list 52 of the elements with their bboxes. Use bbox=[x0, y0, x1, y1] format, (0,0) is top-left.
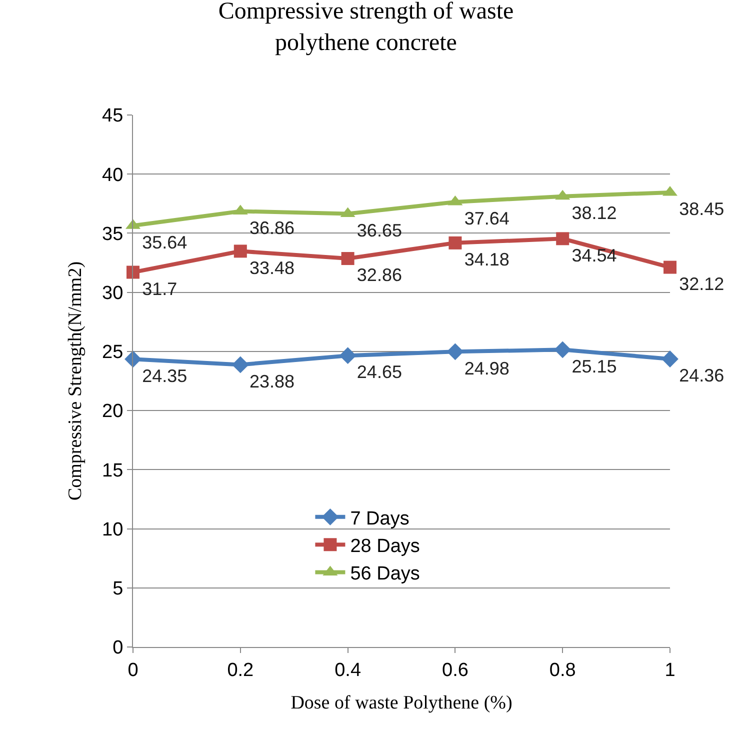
data-label: 24.65 bbox=[356, 362, 402, 382]
data-label: 23.88 bbox=[250, 371, 295, 392]
chart-title: Compressive strength of waste polythene concrete bbox=[218, 0, 514, 56]
data-label: 34.54 bbox=[572, 245, 617, 266]
data-label: 33.48 bbox=[250, 258, 295, 278]
y-tick-label: 25 bbox=[102, 342, 124, 364]
data-label: 36.65 bbox=[356, 220, 402, 240]
y-tick-label: 5 bbox=[112, 578, 124, 600]
data-label: 37.64 bbox=[464, 208, 510, 229]
x-tick-label: 0.4 bbox=[334, 660, 362, 681]
data-label: 32.12 bbox=[679, 274, 724, 294]
y-tick-label: 35 bbox=[102, 224, 124, 245]
point bbox=[232, 356, 249, 374]
point bbox=[341, 252, 354, 266]
data-label: 24.98 bbox=[464, 358, 510, 378]
x-tick-label: 1 bbox=[664, 660, 676, 681]
data-label: 24.35 bbox=[142, 366, 188, 386]
data-label: 31.7 bbox=[142, 278, 178, 299]
point bbox=[662, 350, 678, 368]
data-label: 35.64 bbox=[142, 232, 188, 252]
point bbox=[556, 232, 570, 246]
x-tick-label: 0.6 bbox=[442, 660, 468, 681]
x-tick-label: 0.2 bbox=[227, 660, 254, 681]
y-tick-label: 10 bbox=[102, 519, 124, 540]
data-label: 32.86 bbox=[356, 265, 402, 286]
point bbox=[339, 347, 356, 364]
point bbox=[234, 244, 247, 258]
data-label: 38.45 bbox=[679, 199, 724, 220]
point bbox=[554, 341, 572, 358]
legend-label: 56 Days bbox=[350, 564, 420, 585]
y-axis-title: Compressive Strength(N/mm2) bbox=[64, 261, 86, 501]
y-tick-label: 0 bbox=[112, 638, 124, 659]
data-label: 34.18 bbox=[464, 250, 510, 270]
point bbox=[664, 260, 676, 274]
y-tick-label: 15 bbox=[102, 460, 124, 482]
x-axis-title: Dose of waste Polythene (%) bbox=[290, 692, 512, 714]
legend-label: 7 Days bbox=[350, 508, 410, 530]
point bbox=[446, 343, 464, 360]
y-tick-label: 30 bbox=[102, 282, 124, 304]
point bbox=[124, 350, 142, 368]
x-tick-label: 0 bbox=[128, 660, 138, 681]
point bbox=[448, 236, 462, 250]
point bbox=[126, 266, 140, 279]
data-label: 36.86 bbox=[250, 218, 295, 238]
legend-label: 28 Days bbox=[350, 536, 420, 557]
y-tick-label: 40 bbox=[102, 164, 124, 186]
y-tick-label: 20 bbox=[102, 401, 124, 422]
x-tick-label: 0.8 bbox=[549, 660, 576, 681]
data-label: 38.12 bbox=[572, 202, 617, 223]
data-label: 24.36 bbox=[679, 366, 724, 386]
data-label: 25.15 bbox=[572, 356, 617, 376]
y-tick-label: 45 bbox=[102, 106, 124, 127]
